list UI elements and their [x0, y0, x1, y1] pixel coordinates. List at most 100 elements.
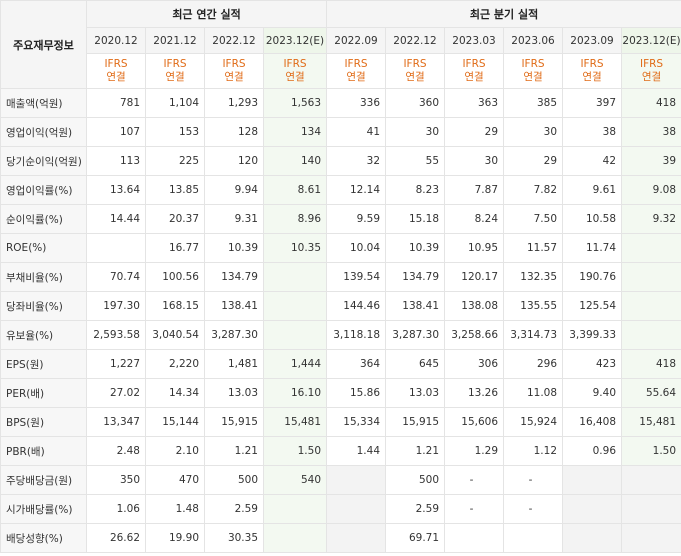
ifrs-label: IFRS: [344, 58, 368, 70]
ifrs-label: IFRS: [283, 58, 307, 70]
table-cell: [621, 465, 681, 495]
table-row: 시가배당률(%) 1.06 1.48 2.59 2.59- -: [0, 494, 681, 524]
table-cell: 29: [444, 117, 505, 147]
table-cell: 500: [385, 465, 446, 495]
row-label: PBR(배): [0, 436, 87, 466]
consolidated-label: 연결: [285, 71, 305, 83]
table-cell: 3,399.33: [562, 320, 623, 350]
table-cell: 134.79: [385, 262, 446, 292]
consolidated-label: 연결: [165, 71, 185, 83]
table-cell: 1,563: [262, 88, 328, 118]
table-cell: 39: [621, 146, 681, 176]
quarterly-header: 최근 분기 실적: [326, 0, 681, 28]
table-row: PBR(배) 2.48 2.10 1.21 1.50 1.44 1.21 1.29 1.12 0.…: [0, 436, 681, 466]
table-cell: 3,314.73: [503, 320, 564, 350]
row-label: BPS(원): [0, 407, 87, 437]
table-cell: 1.06: [86, 494, 146, 524]
table-cell: 13,347: [86, 407, 146, 437]
table-cell: 9.08: [621, 175, 681, 205]
row-label: 시가배당률(%): [0, 494, 87, 524]
table-cell: 9.40: [562, 378, 623, 408]
table-cell: 10.39: [385, 233, 446, 263]
table-cell: [562, 494, 623, 524]
table-cell: 134: [262, 117, 328, 147]
table-cell: 15,915: [385, 407, 446, 437]
table-cell: 120.17: [444, 262, 505, 292]
table-row: 부채비율(%) 70.74 100.56 134.79 139.54 134.79 120.…: [0, 262, 681, 292]
table-cell: 8.24: [444, 204, 505, 234]
ifrs-consolidated-label: IFRS 연결: [444, 53, 505, 89]
table-row: 당기순이익(억원) 113 225 120 140 32 55 30 29 42 39: [0, 146, 681, 176]
table-cell: 140: [262, 146, 328, 176]
consolidated-label: 연결: [641, 71, 662, 83]
table-row: 당좌비율(%) 197.30 168.15 138.41 144.46 138.41 138…: [0, 291, 681, 321]
period-header: 2022.12: [204, 27, 264, 54]
table-cell: 8.96: [262, 204, 328, 234]
table-cell: 197.30: [86, 291, 146, 321]
table-cell: [621, 262, 681, 292]
table-row: ROE(%) 16.77 10.39 10.35 10.04 10.39 10.95 11.5…: [0, 233, 681, 263]
row-label: 영업이익률(%): [0, 175, 87, 205]
row-label: 매출액(억원): [0, 88, 87, 118]
table-cell: 135.55: [503, 291, 564, 321]
table-cell: 7.50: [503, 204, 564, 234]
ifrs-consolidated-label: IFRS 연결: [204, 53, 264, 89]
table-cell: [444, 523, 505, 553]
table-cell: 139.54: [326, 262, 387, 292]
table-cell: 363: [444, 88, 505, 118]
period-header: 2023.09: [562, 27, 623, 54]
table-cell: 10.35: [262, 233, 328, 263]
table-cell: 15.18: [385, 204, 446, 234]
table-cell: 470: [145, 465, 205, 495]
table-cell: 2.10: [145, 436, 205, 466]
table-cell: -: [444, 494, 505, 524]
table-cell: 225: [145, 146, 205, 176]
table-cell: [326, 494, 387, 524]
table-cell: 113: [86, 146, 146, 176]
table-cell: 13.03: [204, 378, 264, 408]
table-cell: 16,408: [562, 407, 623, 437]
ifrs-label: IFRS: [403, 58, 427, 70]
table-cell: 190.76: [562, 262, 623, 292]
table-cell: 397: [562, 88, 623, 118]
row-label: 유보율(%): [0, 320, 87, 350]
table-cell: 13.26: [444, 378, 505, 408]
table-cell: [562, 523, 623, 553]
table-cell: 15,481: [621, 407, 681, 437]
row-label: 순이익률(%): [0, 204, 87, 234]
table-cell: 38: [562, 117, 623, 147]
table-cell: 7.82: [503, 175, 564, 205]
ifrs-label: IFRS: [639, 58, 664, 70]
table-cell: [621, 233, 681, 263]
table-cell: 364: [326, 349, 387, 379]
table-cell: 1.48: [145, 494, 205, 524]
ifrs-consolidated-label: IFRS 연결: [86, 53, 146, 89]
table-cell: -: [503, 465, 564, 495]
table-cell: [326, 465, 387, 495]
table-cell: 2.48: [86, 436, 146, 466]
table-cell: 1,104: [145, 88, 205, 118]
row-label: PER(배): [0, 378, 87, 408]
period-header: 2020.12: [86, 27, 146, 54]
table-cell: 10.39: [204, 233, 264, 263]
table-row: 유보율(%) 2,593.58 3,040.54 3,287.30 3,118.18 3,…: [0, 320, 681, 350]
table-cell: 2,593.58: [86, 320, 146, 350]
table-cell: 107: [86, 117, 146, 147]
table-cell: 3,118.18: [326, 320, 387, 350]
table-cell: [86, 233, 146, 263]
table-cell: 1.21: [204, 436, 264, 466]
table-cell: 15,334: [326, 407, 387, 437]
table-cell: 306: [444, 349, 505, 379]
table-cell: [503, 523, 564, 553]
table-cell: 11.08: [503, 378, 564, 408]
table-cell: 10.95: [444, 233, 505, 263]
table-cell: [262, 291, 328, 321]
table-cell: 350: [86, 465, 146, 495]
table-cell: 30: [385, 117, 446, 147]
table-cell: [562, 465, 623, 495]
consolidated-label: 연결: [523, 71, 543, 83]
row-label: 당기순이익(억원): [0, 146, 87, 176]
table-cell: 32: [326, 146, 387, 176]
consolidated-label: 연결: [405, 71, 425, 83]
